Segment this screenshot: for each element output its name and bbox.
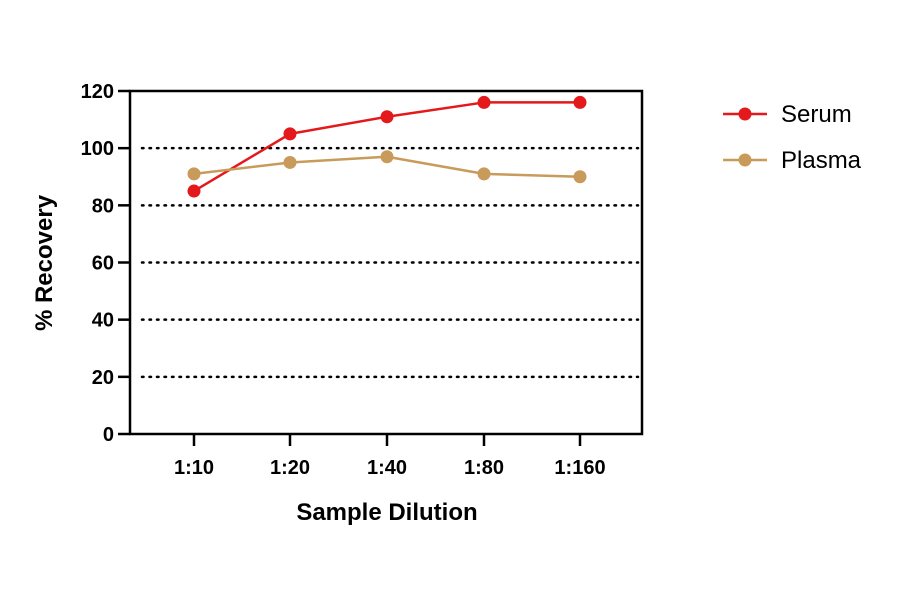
x-tick-label: 1:10 bbox=[174, 457, 214, 479]
y-tick-label: 100 bbox=[81, 138, 114, 160]
y-tick-label: 60 bbox=[92, 253, 114, 275]
legend-label: Plasma bbox=[781, 147, 862, 174]
data-point bbox=[283, 155, 297, 169]
y-tick-label: 0 bbox=[103, 424, 114, 446]
data-point bbox=[573, 170, 587, 184]
x-tick-label: 1:40 bbox=[367, 457, 407, 479]
data-point bbox=[477, 167, 491, 181]
series-plasma bbox=[187, 150, 587, 184]
legend-swatch-marker bbox=[738, 153, 752, 167]
data-point bbox=[187, 167, 201, 181]
data-point bbox=[187, 184, 201, 198]
legend-item: Serum bbox=[723, 101, 852, 128]
x-axis: 1:10 1:20 1:40 1:80 1:160 bbox=[174, 434, 606, 479]
x-tick-label: 1:160 bbox=[554, 457, 605, 479]
plot-border bbox=[128, 89, 644, 436]
data-point bbox=[573, 95, 587, 109]
y-tick-label: 40 bbox=[92, 310, 114, 332]
legend: Serum Plasma bbox=[723, 101, 862, 174]
series-layer bbox=[187, 95, 587, 198]
plot-frame bbox=[128, 89, 644, 436]
data-point bbox=[283, 127, 297, 141]
x-tick-label: 1:20 bbox=[270, 457, 310, 479]
y-tick-label: 120 bbox=[81, 81, 114, 103]
x-axis-title: Sample Dilution bbox=[296, 499, 477, 526]
data-point bbox=[380, 110, 394, 124]
y-tick-label: 80 bbox=[92, 195, 114, 217]
gridlines bbox=[140, 146, 640, 379]
y-axis: 0 20 40 60 80 100 120 bbox=[81, 81, 130, 446]
legend-label: Serum bbox=[781, 101, 852, 128]
y-axis-title: % Recovery bbox=[31, 194, 58, 331]
legend-item: Plasma bbox=[723, 147, 862, 174]
data-point bbox=[380, 150, 394, 164]
x-tick-label: 1:80 bbox=[464, 457, 504, 479]
legend-swatch-marker bbox=[738, 107, 752, 121]
y-tick-label: 20 bbox=[92, 367, 114, 389]
series-serum bbox=[187, 95, 587, 198]
data-point bbox=[477, 95, 491, 109]
